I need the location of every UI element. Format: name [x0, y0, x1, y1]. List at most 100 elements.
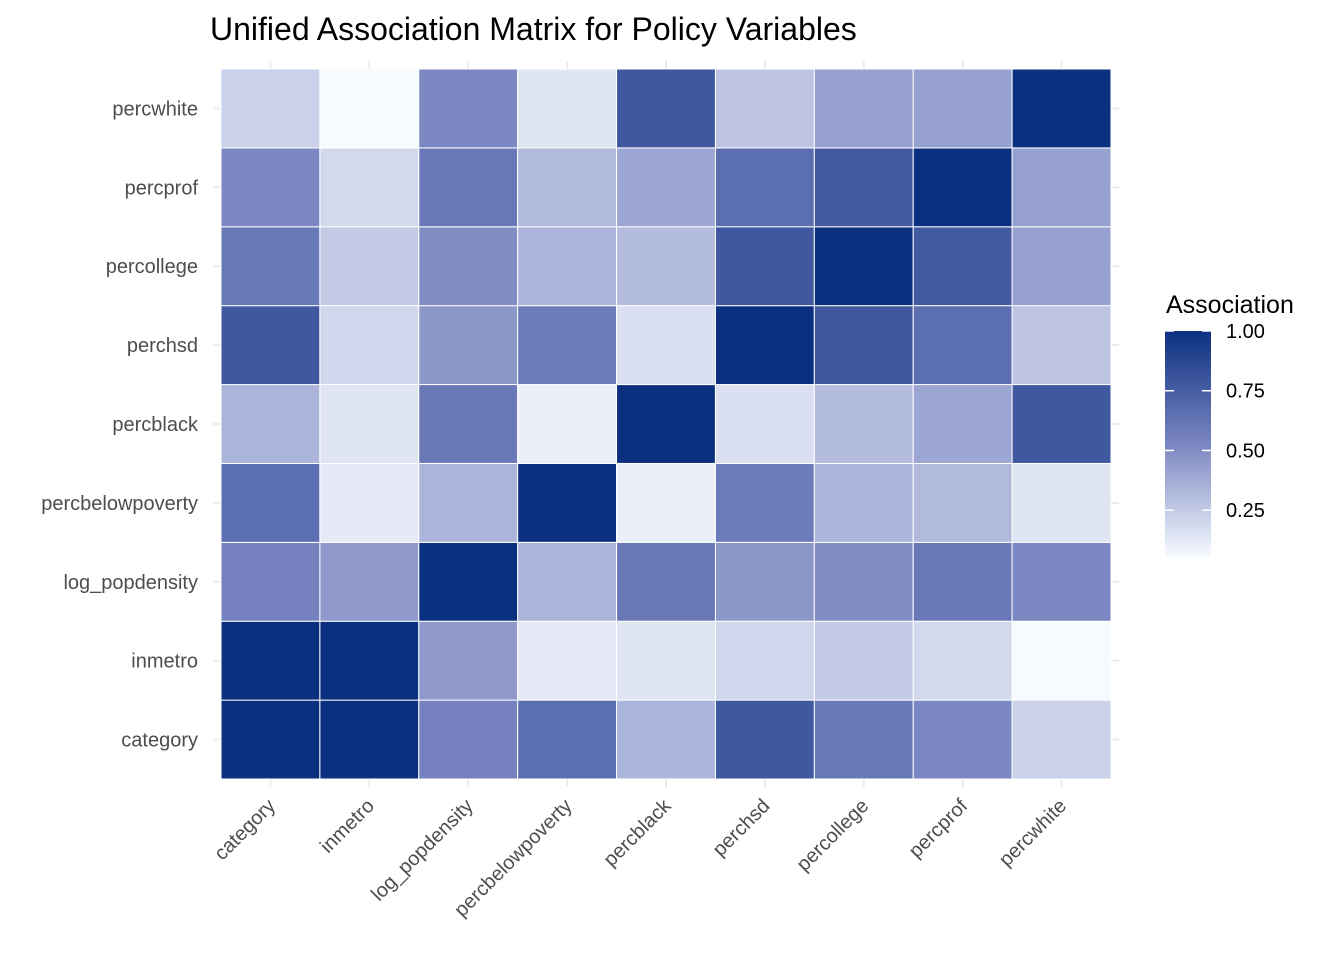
heatmap-cell: [912, 226, 1013, 307]
x-tick-label: perchsd: [709, 795, 775, 861]
color-legend: Association 0.25 0.50 0.75 1.00: [1165, 291, 1294, 558]
heatmap-cell: [1011, 699, 1112, 780]
heatmap-cell: [220, 462, 321, 543]
heatmap-cell: [714, 699, 815, 780]
heatmap-cell: [319, 699, 420, 780]
heatmap-cell: [517, 699, 618, 780]
heatmap-cell: [319, 541, 420, 622]
heatmap-cell: [220, 384, 321, 464]
heatmap-cell: [319, 226, 420, 307]
heatmap-cell: [912, 147, 1013, 228]
heatmap-cell: [1011, 147, 1112, 228]
heatmap-cell: [714, 462, 815, 543]
heatmap-cell: [616, 541, 716, 622]
y-tick-label: perchsd: [127, 335, 198, 357]
heatmap-cell: [517, 147, 618, 228]
heatmap-cell: [319, 620, 420, 701]
heatmap-cell: [912, 541, 1013, 622]
x-tick-label: percollege: [792, 795, 873, 876]
y-tick-label: inmetro: [131, 651, 198, 673]
heatmap-cell: [714, 68, 815, 149]
heatmap-cell: [319, 384, 420, 464]
heatmap-cell: [517, 305, 618, 386]
heatmap-cell: [517, 541, 618, 622]
heatmap-cell: [418, 620, 519, 701]
heatmap-cell: [220, 68, 321, 149]
x-tick-label: log_popdensity: [367, 795, 478, 906]
legend-tick-label: 0.75: [1226, 381, 1265, 403]
heatmap-cell: [714, 147, 815, 228]
heatmap-cell: [1011, 620, 1112, 701]
heatmap-cell: [813, 620, 914, 701]
x-tick-label: percprof: [905, 795, 973, 863]
x-tick-label: category: [210, 795, 280, 865]
heatmap-cell: [220, 226, 321, 307]
legend-tick-label: 1.00: [1226, 321, 1265, 343]
heatmap-cell: [418, 68, 519, 149]
heatmap-cell: [616, 620, 716, 701]
y-tick-label: category: [121, 730, 198, 752]
heatmap-cell: [714, 384, 815, 464]
heatmap-cell: [418, 699, 519, 780]
legend-tick-label: 0.25: [1226, 500, 1265, 522]
heatmap-cell: [714, 226, 815, 307]
heatmap-cell: [220, 699, 321, 780]
heatmap-cell: [813, 462, 914, 543]
heatmap-cell: [418, 541, 519, 622]
x-tick-label: percwhite: [995, 795, 1071, 871]
heatmap-cell: [714, 541, 815, 622]
heatmap-cell: [616, 699, 716, 780]
heatmap-cell: [912, 384, 1013, 464]
heatmap-cell: [813, 384, 914, 464]
heatmap-cell: [1011, 226, 1112, 307]
heatmap-cell: [616, 147, 716, 228]
heatmap-cell: [319, 147, 420, 228]
heatmap-cell: [517, 226, 618, 307]
heatmap-cell: [220, 541, 321, 622]
legend-tick-label: 0.50: [1226, 440, 1265, 462]
y-tick-label: percollege: [106, 256, 198, 278]
heatmap-cell: [912, 620, 1013, 701]
x-tick-label: inmetro: [316, 795, 379, 858]
heatmap-cell: [813, 699, 914, 780]
heatmap-cell: [912, 699, 1013, 780]
heatmap-cell: [418, 147, 519, 228]
heatmap-cell: [813, 541, 914, 622]
heatmap-cell: [418, 384, 519, 464]
x-tick-label: percblack: [599, 794, 676, 871]
y-tick-label: percprof: [125, 177, 199, 199]
heatmap-cell: [813, 305, 914, 386]
heatmap-cell: [319, 305, 420, 386]
heatmap-cell: [517, 384, 618, 464]
heatmap-cell: [813, 226, 914, 307]
heatmap-cell: [1011, 541, 1112, 622]
heatmap-cell: [616, 68, 716, 149]
heatmap-cell: [813, 147, 914, 228]
y-axis-labels: category inmetro log_popdensity percbelowpo…: [41, 98, 199, 751]
chart-title: Unified Association Matrix for Policy Va…: [210, 11, 857, 47]
heatmap-cell: [319, 68, 420, 149]
heatmap-cell: [220, 147, 321, 228]
legend-title: Association: [1166, 291, 1294, 319]
heatmap-cell: [714, 305, 815, 386]
heatmap-cell: [1011, 305, 1112, 386]
heatmap-cell: [813, 68, 914, 149]
heatmap-cell: [1011, 384, 1112, 464]
y-tick-label: percblack: [112, 414, 199, 436]
x-axis-labels: category inmetrolog_popdensitypercbelowpo…: [210, 794, 1071, 921]
heatmap-cell: [616, 462, 716, 543]
heatmap-cell: [517, 620, 618, 701]
heatmap-cell: [912, 68, 1013, 149]
heatmap-cell: [517, 68, 618, 149]
heatmap-cells: [220, 68, 1112, 780]
heatmap-cell: [517, 462, 618, 543]
heatmap-cell: [912, 305, 1013, 386]
y-tick-label: percbelowpoverty: [41, 493, 198, 515]
heatmap-cell: [220, 620, 321, 701]
heatmap-cell: [714, 620, 815, 701]
y-tick-label: percwhite: [112, 98, 198, 120]
heatmap-cell: [418, 226, 519, 307]
heatmap-cell: [418, 305, 519, 386]
y-tick-label: log_popdensity: [63, 572, 198, 594]
